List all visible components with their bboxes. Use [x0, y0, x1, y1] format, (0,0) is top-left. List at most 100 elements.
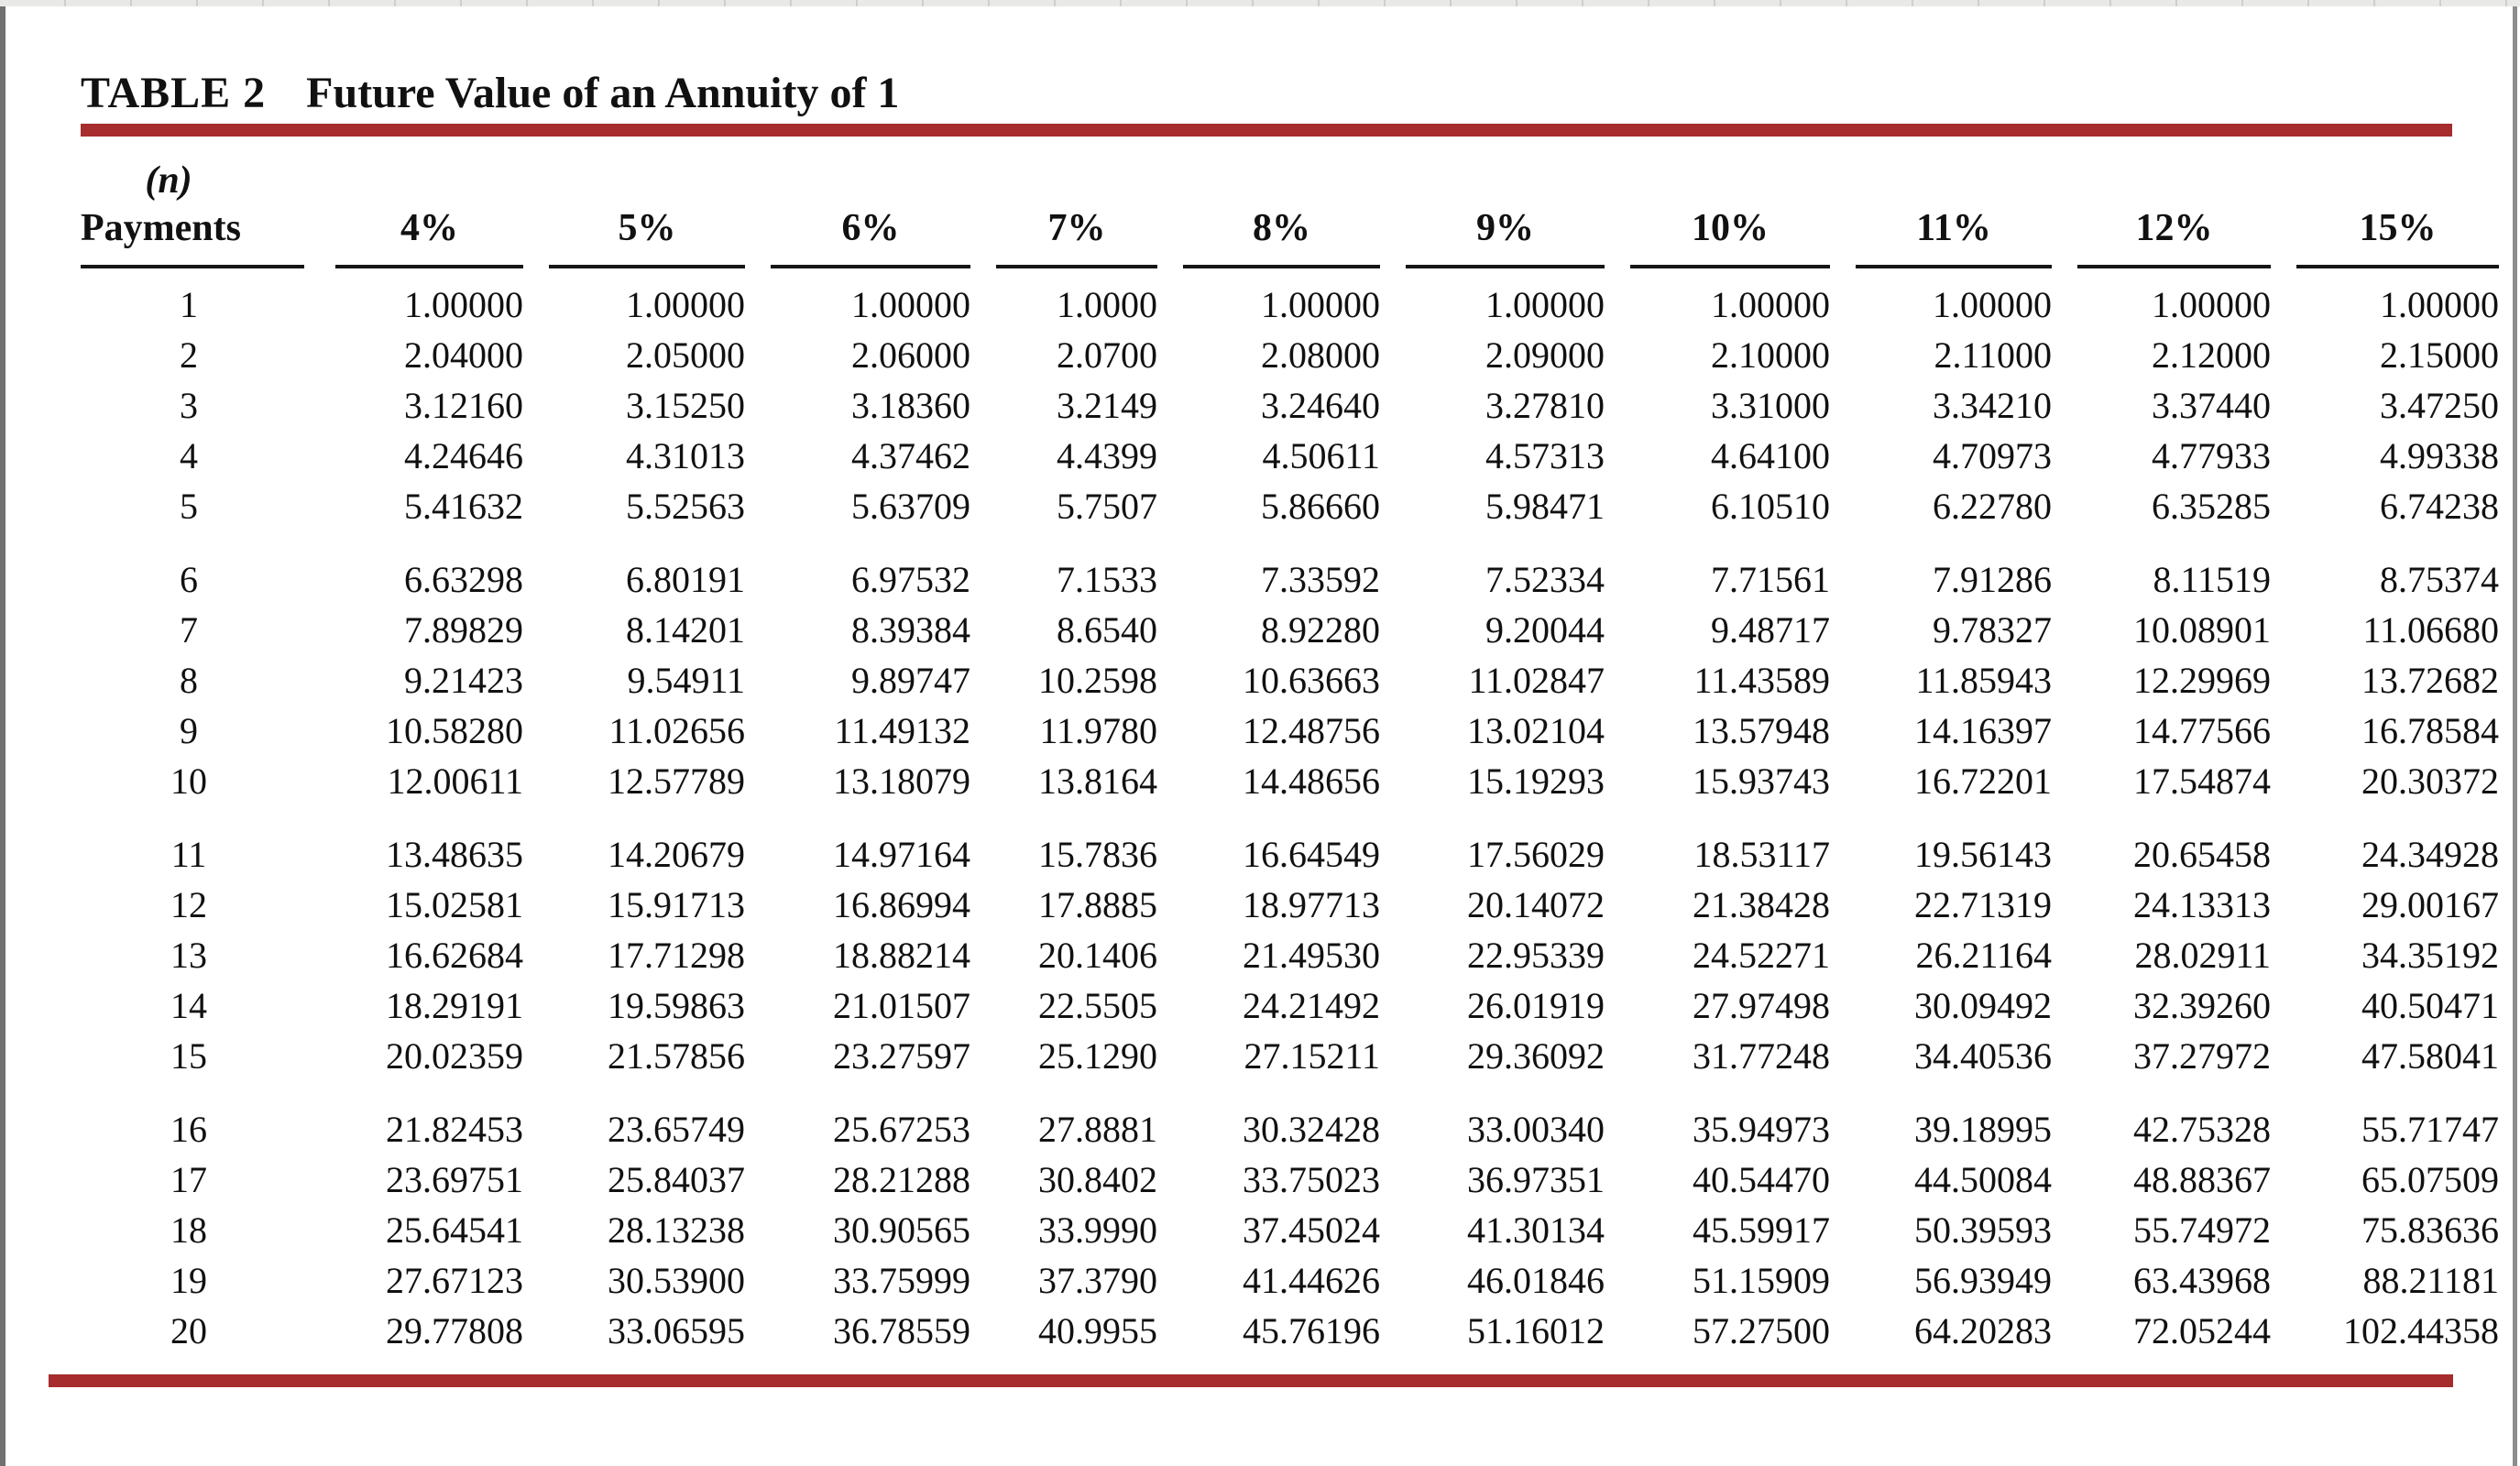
- factor-value-cell: 21.57856: [608, 1035, 745, 1077]
- payments-count-cell: 2: [180, 334, 198, 376]
- factor-value-cell: 4.70973: [1933, 435, 2052, 476]
- factor-value-cell: 34.40536: [1914, 1035, 2052, 1077]
- factor-value-cell: 88.21181: [2362, 1260, 2499, 1301]
- factor-value-cell: 23.27597: [833, 1035, 970, 1077]
- factor-value-cell: 2.10000: [1711, 334, 1830, 376]
- factor-value-cell: 20.14072: [1467, 884, 1605, 925]
- factor-value-cell: 63.43968: [2133, 1260, 2271, 1301]
- factor-value-cell: 11.06680: [2362, 609, 2499, 651]
- factor-value-cell: 13.72682: [2361, 660, 2499, 701]
- factor-value-cell: 1.00000: [2380, 284, 2499, 325]
- factor-value-cell: 2.11000: [1934, 334, 2052, 376]
- factor-value-cell: 40.50471: [2361, 985, 2499, 1026]
- factor-value-cell: 17.54874: [2133, 760, 2271, 802]
- rate-column-header: 8%: [1157, 157, 1380, 268]
- factor-value-cell: 1.00000: [2152, 284, 2271, 325]
- payments-count-cell: 14: [170, 985, 207, 1026]
- payments-count-cell: 7: [180, 609, 198, 651]
- factor-value-cell: 30.09492: [1914, 985, 2052, 1026]
- factor-value-cell: 14.97164: [833, 834, 970, 875]
- table-title-text: Future Value of an Annuity of 1: [306, 69, 900, 117]
- factor-value-cell: 15.93743: [1693, 760, 1830, 802]
- rate-column-label: 10%: [1692, 207, 1769, 249]
- factor-value-cell: 16.78584: [2361, 710, 2499, 751]
- factor-value-cell: 8.92280: [1261, 609, 1380, 651]
- table-bottom-rule: [49, 1374, 2453, 1387]
- factor-value-cell: 21.82453: [386, 1109, 523, 1150]
- factor-value-cell: 9.89747: [851, 660, 970, 701]
- factor-value-cell: 30.53900: [608, 1260, 745, 1301]
- table-row: 16 21.82453 23.65749 25.67253 27.8881 30.3242…: [81, 1081, 2499, 1154]
- factor-value-cell: 27.15211: [1244, 1035, 1380, 1077]
- factor-value-cell: 6.63298: [404, 559, 523, 600]
- factor-value-cell: 29.77808: [386, 1310, 523, 1351]
- factor-value-cell: 26.01919: [1467, 985, 1605, 1026]
- rate-column-label: 5%: [618, 207, 676, 249]
- factor-value-cell: 51.15909: [1693, 1260, 1830, 1301]
- factor-value-cell: 33.06595: [608, 1310, 745, 1351]
- factor-value-cell: 6.10510: [1711, 486, 1830, 527]
- rate-column-header: 15%: [2271, 157, 2499, 268]
- factor-value-cell: 57.27500: [1693, 1310, 1830, 1351]
- header-row: (n) Payments 4% 5% 6% 7% 8% 9% 10% 11% 12% 15%: [81, 157, 2499, 268]
- factor-value-cell: 24.34928: [2361, 834, 2499, 875]
- payments-count-cell: 10: [170, 760, 207, 802]
- factor-value-cell: 4.37462: [851, 435, 970, 476]
- factor-value-cell: 9.20044: [1485, 609, 1605, 651]
- factor-value-cell: 10.08901: [2133, 609, 2271, 651]
- factor-value-cell: 11.02656: [608, 710, 745, 751]
- table-row: 5 5.41632 5.52563 5.63709 5.7507 5.86660 5.984…: [81, 481, 2499, 531]
- factor-value-cell: 64.20283: [1914, 1310, 2052, 1351]
- factor-value-cell: 2.06000: [851, 334, 970, 376]
- rate-column-header: 7%: [970, 157, 1157, 268]
- factor-value-cell: 55.74972: [2133, 1209, 2271, 1251]
- rate-column-label: 7%: [1047, 207, 1106, 249]
- factor-value-cell: 7.52334: [1485, 559, 1605, 600]
- payments-count-cell: 20: [170, 1310, 207, 1351]
- factor-value-cell: 47.58041: [2361, 1035, 2499, 1077]
- factor-value-cell: 33.00340: [1467, 1109, 1605, 1150]
- payments-count-cell: 12: [170, 884, 207, 925]
- factor-value-cell: 28.02911: [2134, 935, 2271, 976]
- factor-value-cell: 2.08000: [1261, 334, 1380, 376]
- factor-value-cell: 14.48656: [1243, 760, 1380, 802]
- payments-count-cell: 19: [170, 1260, 207, 1301]
- factor-value-cell: 5.52563: [626, 486, 745, 527]
- factor-value-cell: 18.97713: [1243, 884, 1380, 925]
- factor-value-cell: 21.01507: [833, 985, 970, 1026]
- rate-column-header: 10%: [1605, 157, 1830, 268]
- factor-value-cell: 30.90565: [833, 1209, 970, 1251]
- table-row: 6 6.63298 6.80191 6.97532 7.1533 7.33592 7.523…: [81, 531, 2499, 605]
- factor-value-cell: 4.4399: [1057, 435, 1157, 476]
- factor-value-cell: 15.91713: [608, 884, 745, 925]
- factor-value-cell: 36.97351: [1467, 1159, 1605, 1200]
- factor-value-cell: 5.7507: [1057, 486, 1157, 527]
- table-row: 2 2.04000 2.05000 2.06000 2.0700 2.08000 2.090…: [81, 330, 2499, 380]
- factor-value-cell: 34.35192: [2361, 935, 2499, 976]
- factor-value-cell: 25.84037: [608, 1159, 745, 1200]
- factor-value-cell: 6.80191: [626, 559, 745, 600]
- rate-column-header: 9%: [1380, 157, 1605, 268]
- factor-value-cell: 13.57948: [1693, 710, 1830, 751]
- table-row: 4 4.24646 4.31013 4.37462 4.4399 4.50611 4.573…: [81, 431, 2499, 481]
- factor-value-cell: 7.89829: [404, 609, 523, 651]
- table-row: 15 20.02359 21.57856 23.27597 25.1290 27.1521…: [81, 1031, 2499, 1081]
- factor-value-cell: 15.7836: [1038, 834, 1157, 875]
- rate-column-label: 4%: [400, 207, 458, 249]
- factor-value-cell: 10.58280: [386, 710, 523, 751]
- factor-value-cell: 27.97498: [1693, 985, 1830, 1026]
- factor-value-cell: 4.57313: [1485, 435, 1605, 476]
- table-row: 12 15.02581 15.91713 16.86994 17.8885 18.9771…: [81, 880, 2499, 930]
- factor-value-cell: 10.2598: [1038, 660, 1157, 701]
- table-row: 1 1.00000 1.00000 1.00000 1.0000 1.00000 1.000…: [81, 268, 2499, 330]
- factor-value-cell: 3.34210: [1933, 385, 2052, 426]
- table-row: 9 10.58280 11.02656 11.49132 11.9780 12.48756…: [81, 706, 2499, 756]
- rate-column-header: 12%: [2052, 157, 2271, 268]
- factor-value-cell: 36.78559: [833, 1310, 970, 1351]
- factor-value-cell: 30.32428: [1243, 1109, 1380, 1150]
- rate-column-header: 6%: [745, 157, 970, 268]
- factor-value-cell: 9.54911: [627, 660, 745, 701]
- factor-value-cell: 33.75999: [833, 1260, 970, 1301]
- factor-value-cell: 25.67253: [833, 1109, 970, 1150]
